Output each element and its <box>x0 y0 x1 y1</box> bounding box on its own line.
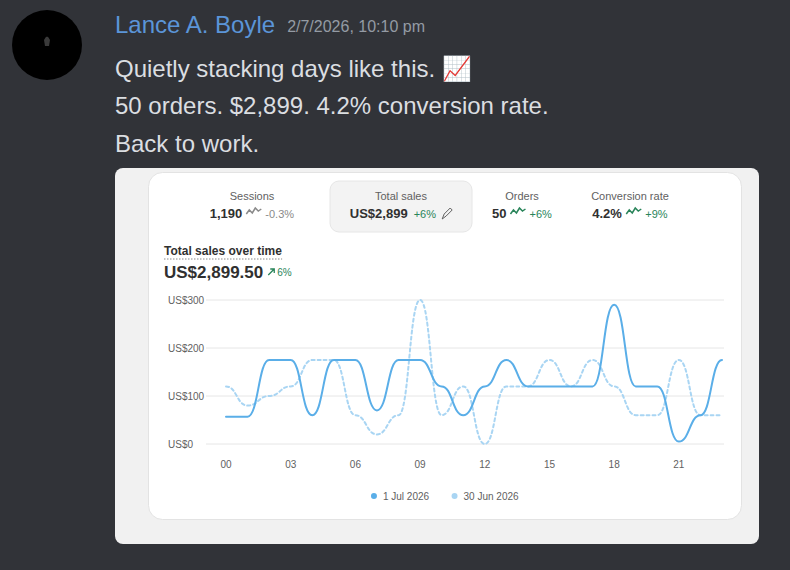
x-tick-label: 09 <box>415 459 427 470</box>
metric-row: 50 +6% <box>492 206 552 221</box>
y-tick-label: US$100 <box>168 391 205 402</box>
avatar-figure <box>44 37 50 47</box>
sparkline-icon <box>626 208 641 214</box>
metric-row: US$2,899 +6% <box>350 206 452 221</box>
message-line: 50 orders. $2,899. 4.2% conversion rate. <box>115 92 549 119</box>
message-line: Back to work. <box>115 130 259 157</box>
plot-area <box>226 300 722 444</box>
sparkline-icon <box>510 208 525 214</box>
metric-row: 1,190 -0.3% <box>210 206 295 221</box>
page: Lance A. Boyle 2/7/2026, 10:10 pm Quietly … <box>0 0 790 570</box>
series-line <box>226 305 722 442</box>
metric-change: -0.3% <box>265 208 294 220</box>
metric-label: Sessions <box>230 190 275 202</box>
trend-arrow <box>268 269 274 275</box>
legend-label: 30 Jun 2026 <box>464 491 519 502</box>
grid-line <box>206 396 724 397</box>
edit-icon <box>442 208 452 219</box>
x-tick-label: 12 <box>479 459 491 470</box>
timestamp: 2/7/2026, 10:10 pm <box>287 18 425 35</box>
subtitle-change: 6% <box>277 267 292 278</box>
series-line <box>226 300 722 444</box>
sparkline-icon <box>246 208 261 214</box>
metric-change: +9% <box>645 208 668 220</box>
metric-value: US$2,899 <box>350 206 408 221</box>
message-line: Quietly stacking days like this. 📈 <box>115 55 472 83</box>
y-tick-label: US$300 <box>168 295 205 306</box>
grid-line <box>206 444 724 445</box>
y-tick-label: US$0 <box>168 439 193 450</box>
x-tick-label: 06 <box>350 459 362 470</box>
metric-label: Conversion rate <box>591 190 669 202</box>
card <box>149 173 742 520</box>
metric-label: Total sales <box>375 190 427 202</box>
metric-label: Orders <box>505 190 539 202</box>
y-tick-label: US$200 <box>168 343 205 354</box>
embed <box>115 168 759 544</box>
metric-value: 1,190 <box>210 206 243 221</box>
grid-line <box>206 348 724 349</box>
metric-value: 50 <box>492 206 506 221</box>
x-tick-label: 15 <box>544 459 556 470</box>
metric-change: +6% <box>414 208 437 220</box>
x-tick-label: 00 <box>220 459 232 470</box>
x-tick-label: 18 <box>609 459 621 470</box>
author: Lance A. Boyle <box>115 11 275 38</box>
legend-swatch <box>452 493 458 499</box>
legend: 1 Jul 2026 30 Jun 2026 <box>371 491 519 502</box>
x-tick-label: 03 <box>285 459 297 470</box>
metric-change: +6% <box>529 208 552 220</box>
avatar <box>12 10 82 80</box>
metric-value: 4.2% <box>592 206 622 221</box>
metric-row: 4.2% +9% <box>592 206 668 221</box>
chart-subtitle: US$2,899.50 <box>164 263 263 282</box>
selected-metric <box>330 181 472 232</box>
x-tick-label: 21 <box>673 459 685 470</box>
chart-title: Total sales over time <box>164 244 282 258</box>
title-underline <box>164 259 282 260</box>
legend-label: 1 Jul 2026 <box>383 491 430 502</box>
grid-line <box>206 300 724 301</box>
legend-swatch <box>371 493 377 499</box>
